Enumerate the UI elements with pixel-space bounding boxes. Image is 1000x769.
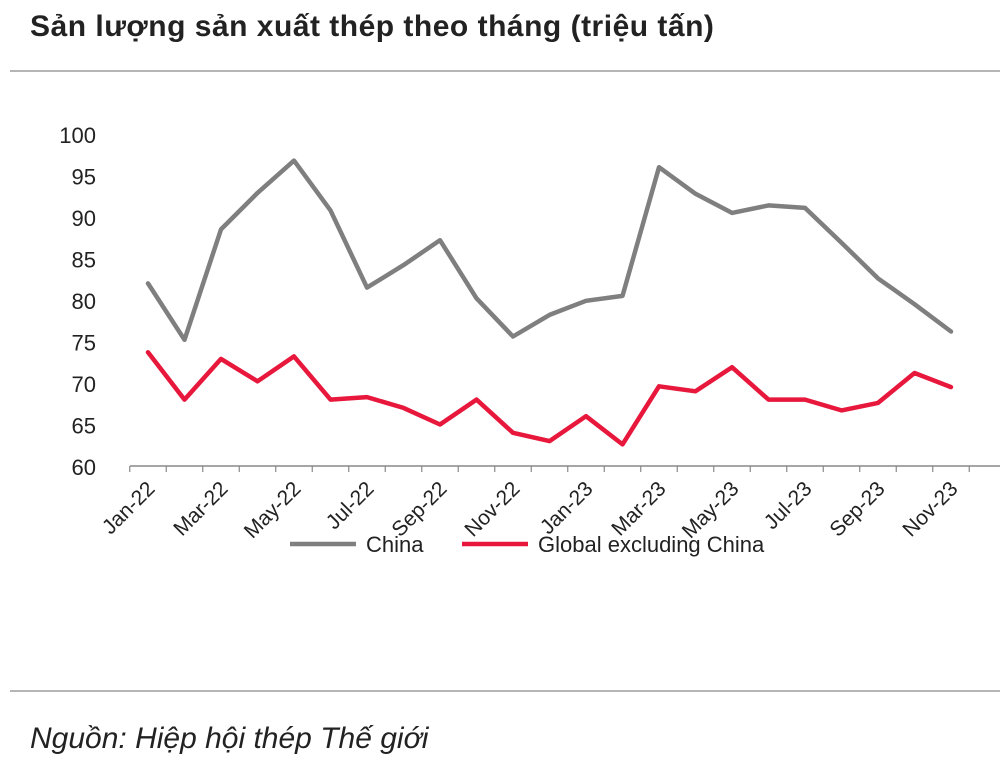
x-tick-label: Nov-22	[460, 477, 524, 541]
chart-title: Sản lượng sản xuất thép theo tháng (triệ…	[30, 10, 715, 43]
x-tick-label: Jan-23	[536, 477, 598, 539]
y-tick-label: 80	[72, 289, 96, 314]
top-divider	[10, 70, 1000, 72]
legend-label: China	[366, 532, 424, 557]
legend-label: Global excluding China	[538, 532, 765, 557]
source-note: Nguồn: Hiệp hội thép Thế giới	[30, 722, 429, 755]
series-line-china	[145, 158, 954, 343]
x-tick-label: Nov-23	[898, 477, 962, 541]
y-tick-label: 100	[59, 123, 96, 148]
x-tick-label: Jul-22	[322, 477, 379, 534]
x-tick-label: Jan-22	[98, 477, 160, 539]
x-tick-label: May-22	[240, 477, 306, 543]
y-tick-label: 70	[72, 372, 96, 397]
x-tick-label: Jul-23	[760, 477, 817, 534]
series-layer	[145, 158, 954, 447]
y-tick-label: 90	[72, 206, 96, 231]
y-tick-label: 60	[72, 455, 96, 480]
y-tick-label: 65	[72, 414, 96, 439]
x-tick-label: Sep-23	[825, 477, 889, 541]
series-line-global-excluding-china	[145, 350, 954, 447]
y-tick-label: 75	[72, 331, 96, 356]
x-tick-label: Mar-22	[169, 477, 232, 540]
y-axis: 60 65 70 75 80 85 90 95 100	[59, 123, 96, 480]
y-tick-label: 85	[72, 248, 96, 273]
legend: China Global excluding China	[290, 532, 765, 557]
y-tick-label: 95	[72, 165, 96, 190]
line-chart: 60 65 70 75 80 85 90 95 100 Jan-22 Mar-22 May-22 Ju…	[59, 123, 1000, 557]
bottom-divider	[10, 690, 1000, 692]
